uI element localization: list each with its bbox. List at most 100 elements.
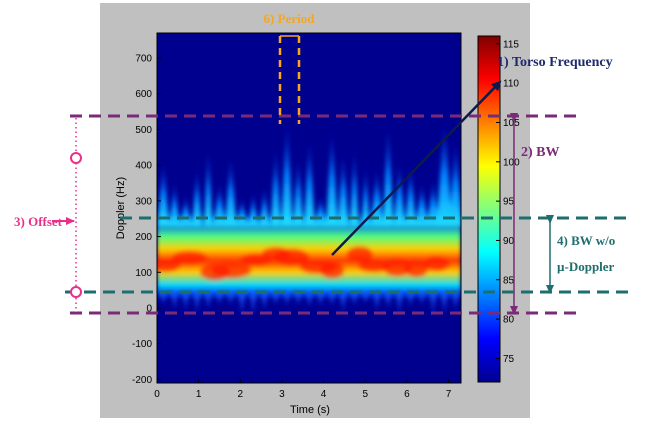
- limb-drop: [407, 293, 414, 309]
- torso-hotspot: [171, 250, 208, 265]
- torso-hotspot: [211, 262, 252, 279]
- limb-drop: [362, 293, 369, 306]
- limb-spike: [212, 181, 227, 226]
- limb-spike: [404, 163, 417, 226]
- limb-drop: [227, 293, 234, 307]
- colorbar-tick-label: 110: [503, 79, 519, 90]
- limb-spike: [292, 155, 304, 226]
- torso-hotspot: [273, 248, 310, 266]
- limb-spike: [224, 154, 237, 226]
- limb-spike: [281, 119, 293, 226]
- period-bracket: [278, 35, 301, 124]
- limb-spike: [393, 160, 406, 226]
- x-tick-label: 1: [196, 389, 202, 400]
- limb-drop: [306, 293, 313, 310]
- offset-label: 3) Offset: [14, 214, 63, 229]
- limb-drop: [430, 293, 437, 317]
- x-axis-ticks: 0 1 2 3 4 5 6 7: [154, 379, 452, 400]
- colorbar-tick-label: 115: [503, 39, 519, 50]
- x-tick-label: 6: [404, 389, 410, 400]
- torso-frequency-arrow: [331, 80, 502, 256]
- torso-frequency-label: 1) Torso Frequency: [497, 55, 613, 70]
- limb-drop: [295, 293, 302, 307]
- limb-spike: [191, 167, 203, 226]
- x-tick-label: 5: [362, 389, 368, 400]
- limb-spike: [203, 146, 213, 226]
- y-tick-label: 300: [135, 196, 152, 207]
- bw-wo-label-line1: 4) BW w/o: [557, 233, 615, 248]
- limb-spike: [326, 128, 338, 226]
- colorbar-ramp: [477, 35, 501, 383]
- x-tick-label: 7: [446, 389, 452, 400]
- limb-drop: [373, 293, 380, 314]
- torso-hotspot: [240, 253, 272, 267]
- colorbar-tick-label: 80: [503, 315, 515, 326]
- period-label: 6) Period: [264, 11, 316, 26]
- y-tick-label: 400: [135, 161, 152, 172]
- limb-drop: [396, 293, 403, 317]
- limb-drop: [205, 293, 212, 312]
- limb-spike: [414, 181, 429, 226]
- limb-drop: [160, 293, 167, 307]
- offset-marker: [52, 118, 82, 312]
- y-tick-label: 600: [135, 89, 152, 100]
- limb-drop: [441, 293, 448, 317]
- limb-drop: [283, 293, 290, 308]
- y-tick-label: 200: [135, 232, 152, 243]
- y-axis-label: Doppler (Hz): [115, 177, 127, 239]
- torso-hotspot: [382, 258, 412, 277]
- limb-spike: [426, 178, 441, 226]
- limb-spike: [436, 121, 453, 226]
- torso-hotspot: [346, 246, 373, 263]
- y-tick-label: -200: [132, 375, 152, 386]
- limb-drop: [317, 293, 324, 308]
- colorbar-tick-label: 100: [503, 157, 520, 168]
- x-tick-label: 0: [154, 389, 160, 400]
- limb-drop: [272, 293, 279, 307]
- y-tick-label: 0: [146, 304, 152, 315]
- x-axis-label: Time (s): [290, 404, 330, 416]
- torso-hotspot: [320, 262, 345, 279]
- limb-drop: [182, 293, 189, 313]
- y-tick-label: 500: [135, 125, 152, 136]
- bw-wo-label-line2: µ-Doppler: [557, 259, 615, 274]
- bw-label: 2) BW: [521, 145, 560, 160]
- limb-spike: [304, 137, 315, 226]
- colorbar-tick-label: 75: [503, 354, 515, 365]
- x-tick-label: 4: [321, 389, 327, 400]
- x-tick-label: 3: [279, 389, 285, 400]
- colorbar-tick-label: 105: [503, 118, 520, 129]
- limb-drop: [328, 293, 335, 308]
- limb-drop: [216, 293, 223, 307]
- y-tick-label: -100: [132, 339, 152, 350]
- y-tick-label: 700: [135, 54, 152, 65]
- torso-hotspot: [404, 260, 429, 278]
- colorbar-tick-label: 90: [503, 236, 515, 247]
- limb-drop: [261, 293, 268, 313]
- limb-drop: [193, 293, 200, 316]
- torso-hotspot: [358, 260, 390, 273]
- limb-spike: [449, 139, 461, 226]
- limb-spike: [157, 160, 170, 226]
- limb-drop: [385, 293, 392, 311]
- colorbar-tick-label: 85: [503, 275, 515, 286]
- colorbar-tick-label: 95: [503, 197, 515, 208]
- limb-drop: [171, 293, 178, 312]
- limb-drop: [340, 293, 347, 316]
- limb-drop: [351, 293, 358, 308]
- torso-hotspot: [157, 258, 181, 273]
- y-axis-ticks: -200 -100 0 100 200 300 400 500 600 700: [132, 54, 161, 386]
- limb-spike: [258, 185, 271, 226]
- x-tick-label: 2: [238, 389, 244, 400]
- y-tick-label: 100: [135, 268, 152, 279]
- limb-spike: [168, 180, 181, 226]
- limb-drop: [452, 293, 459, 313]
- limb-spike: [349, 147, 359, 226]
- limb-drop: [418, 293, 425, 307]
- limb-spike: [337, 151, 349, 226]
- limb-spike: [270, 145, 281, 226]
- limb-spike: [361, 163, 370, 226]
- torso-hotspot: [423, 255, 450, 272]
